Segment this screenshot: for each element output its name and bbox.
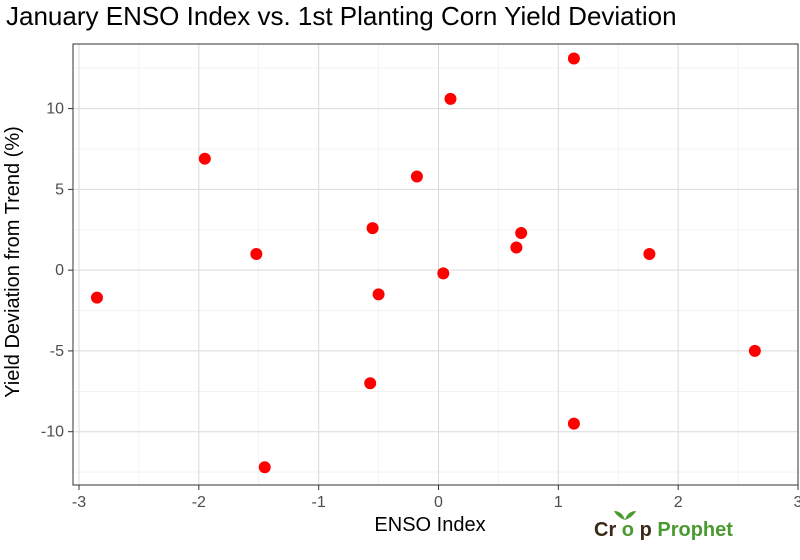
data-point	[567, 417, 580, 430]
x-tick-label: 3	[794, 494, 800, 511]
x-tick-label: 2	[674, 494, 683, 511]
data-point	[250, 248, 263, 260]
data-point	[364, 377, 377, 390]
data-point	[372, 288, 385, 301]
data-point	[444, 92, 457, 105]
y-tick-label: 0	[55, 262, 64, 279]
y-tick-label: -5	[50, 343, 64, 360]
plot-panel-border	[72, 43, 799, 486]
logo-text-part3: Prophet	[657, 519, 733, 541]
svg-text:Cr o p Proph: Cr o p Prophet	[594, 519, 733, 541]
x-tick-label: -2	[192, 494, 206, 511]
logo-sprout-icon	[614, 511, 636, 520]
data-point	[643, 248, 656, 260]
data-points	[90, 52, 761, 474]
x-tick-label: 0	[434, 494, 443, 511]
data-point	[410, 170, 423, 183]
x-tick-label: -1	[312, 494, 326, 511]
logo-text-part1: Cr	[594, 519, 616, 541]
x-tick-label: 1	[554, 494, 563, 511]
data-point	[90, 291, 103, 304]
data-point	[515, 227, 528, 239]
logo-sprout-o: o	[622, 519, 634, 541]
y-axis-label: Yield Deviation from Trend (%)	[2, 126, 24, 398]
data-point	[198, 152, 211, 165]
y-tick-label: 5	[55, 181, 64, 198]
x-tick-label: -3	[72, 494, 86, 511]
y-ticks: -10 -5 0 5 10	[41, 101, 73, 441]
y-tick-label: -10	[41, 424, 64, 441]
data-point	[437, 267, 450, 280]
data-point	[366, 222, 379, 235]
logo-text-part2: p	[640, 519, 652, 541]
data-point	[258, 461, 271, 474]
grid-minor	[73, 44, 798, 485]
chart-title: January ENSO Index vs. 1st Planting Corn…	[6, 1, 677, 31]
data-point	[567, 52, 580, 65]
data-point	[510, 241, 523, 254]
data-point	[748, 344, 761, 357]
x-ticks: -3 -2 -1 0 1 2 3	[72, 485, 800, 511]
x-axis-label: ENSO Index	[374, 514, 485, 536]
y-tick-label: 10	[46, 101, 64, 118]
grid-major	[73, 44, 799, 485]
cropprophet-logo: Cr o p Prophet	[594, 511, 733, 541]
